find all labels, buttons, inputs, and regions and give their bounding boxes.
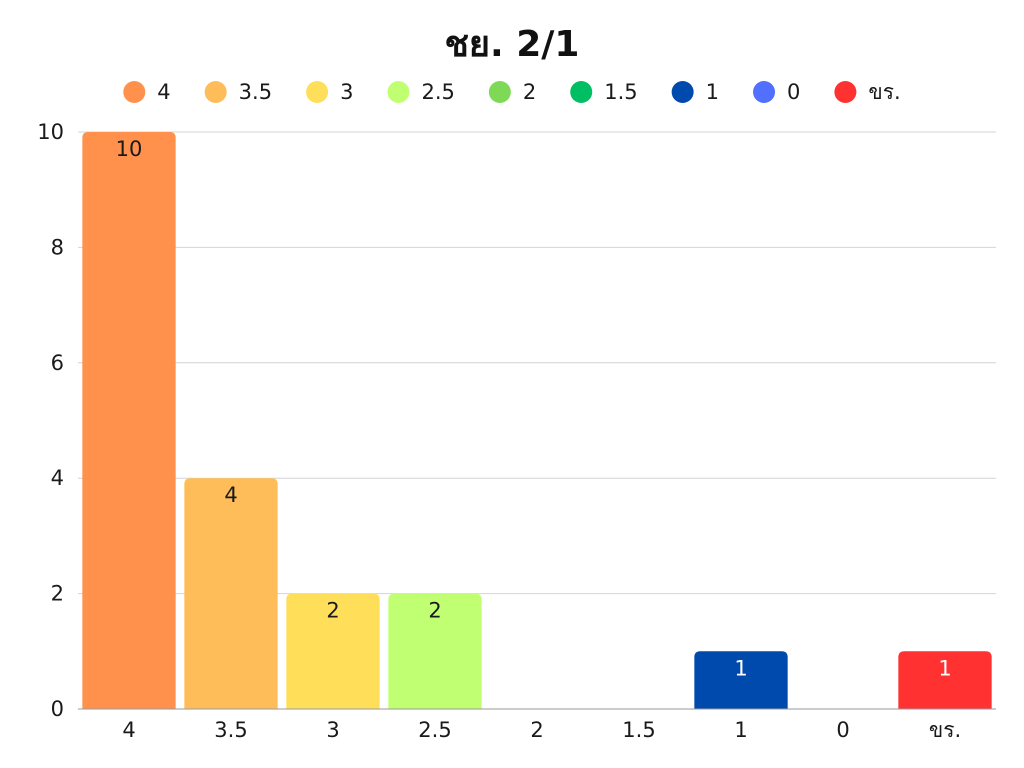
legend-label: ขร.	[868, 80, 900, 104]
bar	[286, 593, 380, 709]
legend-item: 0	[753, 80, 800, 104]
bar-value-label: 1	[734, 656, 747, 680]
bar	[184, 478, 278, 709]
legend-label: 1	[706, 80, 719, 104]
legend-item: 1	[671, 80, 719, 104]
legend-label: 1.5	[604, 80, 637, 104]
x-tick-label: 1.5	[622, 718, 655, 742]
bar-value-label: 2	[428, 599, 441, 623]
legend-swatch	[123, 81, 146, 103]
y-tick-label: 0	[51, 697, 64, 721]
chart-title: ชย. 2/1	[445, 24, 580, 65]
legend-swatch	[306, 81, 329, 103]
legend-item: 2	[488, 80, 536, 104]
legend-swatch	[204, 81, 227, 103]
legend-label: 4	[157, 80, 170, 104]
y-tick-label: 8	[51, 235, 64, 259]
x-tick-label: 0	[836, 718, 849, 742]
x-tick-label: 4	[122, 718, 135, 742]
legend-item: ขร.	[834, 80, 901, 104]
bars: 10 4 2 2 1 1	[82, 132, 992, 709]
x-tick-label: 2	[530, 718, 543, 742]
y-tick-label: 10	[37, 120, 64, 144]
x-tick-label: 2.5	[418, 718, 451, 742]
x-tick-label: ขร.	[929, 718, 961, 742]
y-tick-label: 2	[51, 582, 64, 606]
legend-item: 3.5	[204, 80, 272, 104]
x-tick-label: 1	[734, 718, 747, 742]
legend-label: 3	[340, 80, 353, 104]
legend-label: 2.5	[421, 80, 454, 104]
legend-swatch	[570, 81, 593, 103]
legend-item: 1.5	[570, 80, 638, 104]
bar	[694, 651, 788, 709]
legend-label: 3.5	[239, 80, 272, 104]
x-tick-label: 3	[326, 718, 339, 742]
legend-swatch	[671, 81, 694, 103]
legend-label: 0	[787, 80, 800, 104]
legend-swatch	[387, 81, 410, 103]
bar-value-label: 2	[326, 599, 339, 623]
bar-value-label: 1	[938, 656, 951, 680]
bar	[82, 132, 176, 709]
x-tick-label: 3.5	[214, 718, 247, 742]
y-tick-label: 6	[51, 351, 64, 375]
y-axis: 0 2 4 6 8 10	[37, 120, 64, 721]
legend-item: 2.5	[387, 80, 455, 104]
legend-swatch	[834, 81, 857, 103]
x-axis: 4 3.5 3 2.5 2 1.5 1 0 ขร.	[78, 708, 996, 742]
legend-label: 2	[523, 80, 536, 104]
bar	[898, 651, 992, 709]
legend-item: 3	[306, 80, 353, 104]
bar-value-label: 10	[116, 137, 143, 161]
bar	[388, 593, 482, 709]
legend-swatch	[488, 81, 511, 103]
legend-swatch	[753, 81, 776, 103]
legend: 4 3.5 3 2.5 2 1.5 1 0 ขร.	[123, 80, 901, 104]
legend-item: 4	[123, 80, 171, 104]
bar-value-label: 4	[224, 483, 237, 507]
y-tick-label: 4	[51, 466, 64, 490]
